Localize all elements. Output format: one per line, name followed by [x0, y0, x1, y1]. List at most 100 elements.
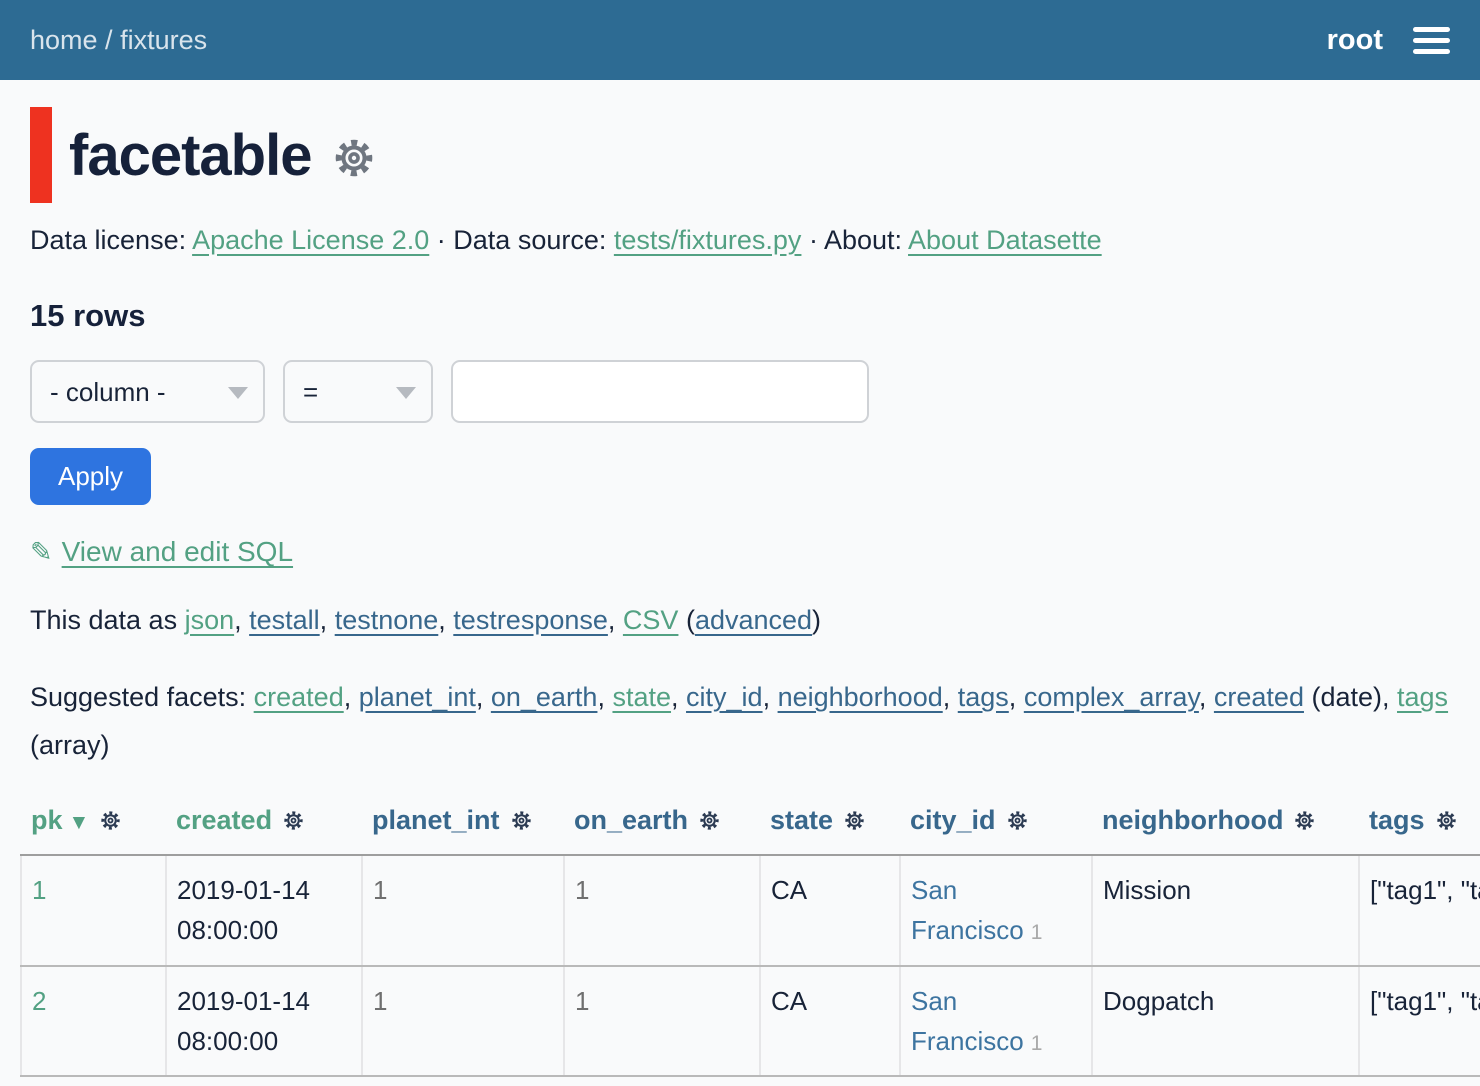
user-label: root	[1326, 23, 1383, 56]
cell-text-on_earth: 1	[575, 875, 590, 906]
cell-on_earth: 1	[563, 965, 760, 1078]
breadcrumb-separator: /	[97, 24, 121, 55]
facet-link-tags[interactable]: tags	[1397, 682, 1449, 712]
filter-value-input[interactable]	[451, 360, 869, 423]
text-separator: ,	[762, 682, 778, 712]
view-edit-sql-row: ✎ View and edit SQL	[30, 536, 1450, 568]
cell-neighborhood: Mission	[1091, 855, 1359, 967]
about-link[interactable]: About Datasette	[908, 225, 1102, 255]
gear-icon[interactable]	[1435, 808, 1458, 839]
cell-city_id: San Francisco 1	[899, 965, 1092, 1078]
gear-icon[interactable]	[331, 135, 377, 186]
text-separator: ,	[607, 605, 623, 635]
column-header-planet_int: planet_int	[362, 797, 564, 857]
text-separator: ,	[343, 682, 359, 712]
export-link-CSV[interactable]: CSV	[622, 605, 679, 635]
export-link-testnone[interactable]: testnone	[334, 605, 439, 635]
column-link-tags[interactable]: tags	[1369, 805, 1425, 836]
column-link-planet_int[interactable]: planet_int	[372, 805, 500, 836]
text-separator: ,	[671, 682, 687, 712]
cell-link-city_id[interactable]: San Francisco	[911, 985, 1024, 1056]
table-header-row: pk ▼ created planet_int on_earth state city_id…	[21, 797, 1480, 857]
facet-link-neighborhood[interactable]: neighborhood	[777, 682, 943, 712]
facet-link-tags[interactable]: tags	[957, 682, 1009, 712]
column-header-created: created	[166, 797, 362, 857]
operator-filter-select[interactable]: =	[283, 360, 433, 423]
column-header-neighborhood: neighborhood	[1092, 797, 1359, 857]
column-header-on_earth: on_earth	[564, 797, 760, 857]
suggested-facets-line: Suggested facets: created, planet_int, o…	[30, 673, 1450, 769]
cell-link-pk[interactable]: 1	[32, 875, 47, 906]
text-separator: ,	[1008, 682, 1024, 712]
gear-icon[interactable]	[843, 808, 866, 839]
column-link-state[interactable]: state	[770, 805, 834, 836]
column-link-city_id[interactable]: city_id	[910, 805, 996, 836]
gear-icon[interactable]	[282, 808, 305, 839]
cell-text-neighborhood: Dogpatch	[1103, 985, 1215, 1016]
table-body: 1 2019-01-14 08:00:00 1 1 CA San Francisco 1 Mi…	[20, 855, 1480, 1078]
column-header-pk: pk ▼	[21, 797, 166, 857]
cell-link-city_id[interactable]: San Francisco	[911, 875, 1024, 946]
cell-planet_int: 1	[361, 855, 564, 967]
column-filter-select[interactable]: - column -	[30, 360, 265, 423]
cell-link-pk[interactable]: 2	[32, 985, 47, 1016]
text-separator: ,	[597, 682, 613, 712]
column-link-on_earth[interactable]: on_earth	[574, 805, 689, 836]
cell-text-state: CA	[771, 875, 808, 906]
cell-text-tags: ["tag1", "tag3"]	[1370, 985, 1480, 1016]
text-separator: ,	[234, 605, 250, 635]
facet-link-created[interactable]: created	[253, 682, 344, 712]
source-link[interactable]: tests/fixtures.py	[613, 225, 802, 255]
column-link-neighborhood[interactable]: neighborhood	[1102, 805, 1284, 836]
export-links: json, testall, testnone, testresponse, C…	[185, 605, 821, 635]
cell-text-planet_int: 1	[373, 875, 388, 906]
cell-tags: ["tag1", "tag3"]	[1358, 965, 1480, 1078]
row-count: 15 rows	[30, 298, 146, 333]
export-link-testall[interactable]: testall	[249, 605, 320, 635]
cell-city_id: San Francisco 1	[899, 855, 1092, 967]
text-separator: (array)	[30, 730, 110, 761]
text-separator: ,	[438, 605, 454, 635]
facet-link-created[interactable]: created	[1213, 682, 1304, 712]
top-nav: home / fixtures root	[0, 0, 1480, 80]
cell-state: CA	[759, 965, 900, 1078]
text-separator: (date),	[1303, 682, 1398, 712]
gear-icon[interactable]	[99, 808, 122, 839]
source-label: Data source:	[453, 225, 614, 255]
column-link-created[interactable]: created	[176, 805, 273, 836]
facet-link-state[interactable]: state	[612, 682, 672, 712]
apply-button[interactable]: Apply	[30, 448, 152, 505]
cell-planet_int: 1	[361, 965, 564, 1078]
gear-icon[interactable]	[1293, 808, 1316, 839]
export-link-testresponse[interactable]: testresponse	[453, 605, 608, 635]
column-link-pk[interactable]: pk	[31, 805, 63, 836]
breadcrumb-link-home[interactable]: home	[30, 24, 98, 55]
facet-link-on_earth[interactable]: on_earth	[490, 682, 598, 712]
hamburger-bar	[1413, 37, 1450, 43]
facet-link-planet_int[interactable]: planet_int	[358, 682, 476, 712]
export-link-json[interactable]: json	[184, 605, 235, 635]
facet-link-city_id[interactable]: city_id	[686, 682, 763, 712]
accent-bar	[30, 107, 52, 203]
export-prefix: This data as	[30, 605, 185, 635]
table-head: pk ▼ created planet_int on_earth state city_id…	[21, 797, 1480, 857]
hamburger-icon[interactable]	[1413, 23, 1450, 58]
cell-pk: 2	[20, 965, 166, 1078]
gear-icon[interactable]	[698, 808, 721, 839]
view-edit-sql-link[interactable]: ✎ View and edit SQL	[30, 536, 293, 567]
gear-icon[interactable]	[510, 808, 533, 839]
text-separator: (	[678, 605, 695, 635]
export-link-advanced[interactable]: advanced	[694, 605, 813, 635]
breadcrumb-link-fixtures[interactable]: fixtures	[120, 24, 208, 55]
table-row: 2 2019-01-14 08:00:00 1 1 CA San Francisco 1 Do…	[20, 965, 1480, 1078]
license-label: Data license:	[30, 225, 193, 255]
table-row: 1 2019-01-14 08:00:00 1 1 CA San Francisco 1 Mi…	[20, 855, 1480, 967]
license-link[interactable]: Apache License 2.0	[192, 225, 430, 255]
main-content: facetable Data license: Apache License 2…	[0, 107, 1480, 1078]
facet-link-complex_array[interactable]: complex_array	[1023, 682, 1199, 712]
column-header-state: state	[760, 797, 900, 857]
hamburger-bar	[1413, 26, 1450, 32]
cell-pk: 1	[20, 855, 166, 967]
cell-on_earth: 1	[563, 855, 760, 967]
gear-icon[interactable]	[1006, 808, 1029, 839]
